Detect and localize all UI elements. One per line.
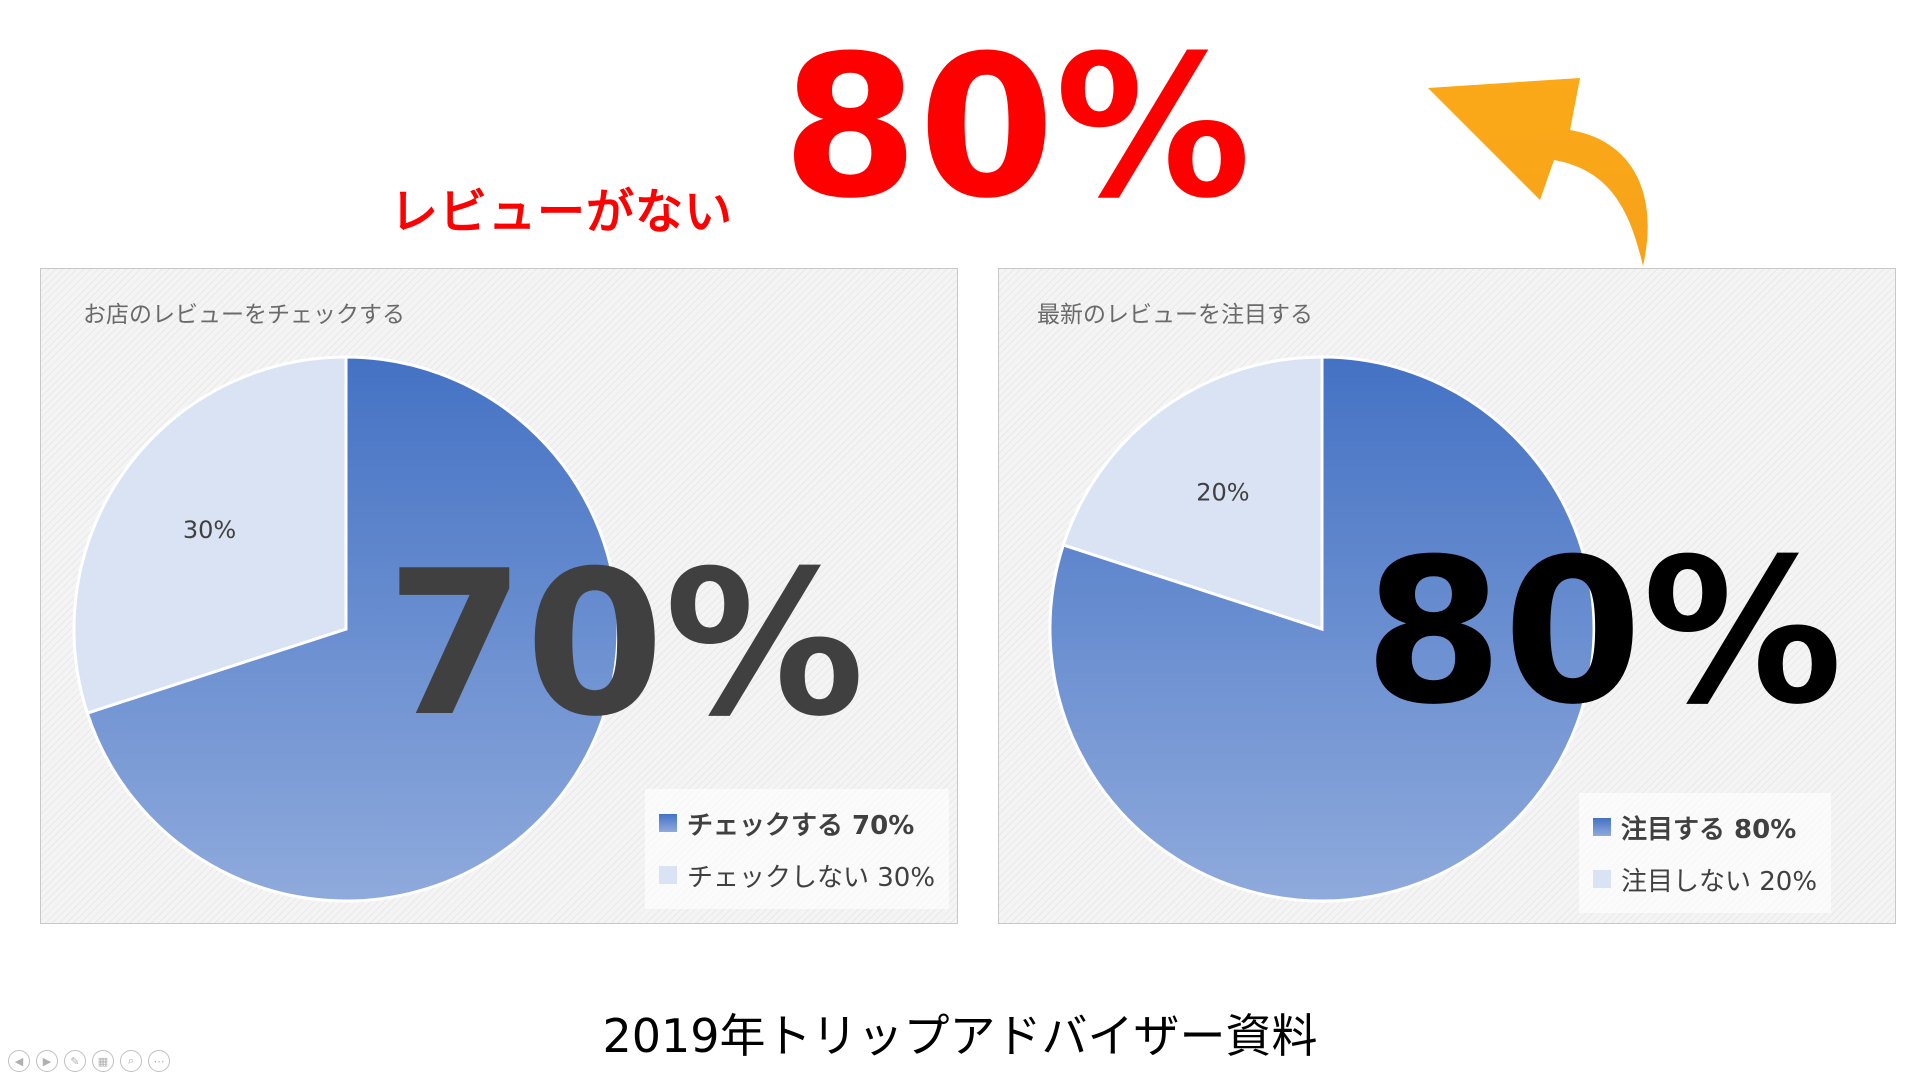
pie-data-label: 30%: [183, 516, 236, 544]
legend-label: チェックする 70%: [687, 810, 915, 841]
chart-title: お店のレビューをチェックする: [83, 302, 405, 328]
legend-swatch: [659, 814, 677, 832]
legend-label: 注目する 80%: [1621, 814, 1797, 845]
legend-swatch: [1593, 870, 1611, 888]
source-caption: 2019年トリップアドバイザー資料: [602, 1009, 1318, 1063]
pie-chart: 20%: [1048, 355, 1596, 903]
previous-icon[interactable]: ◀: [8, 1050, 30, 1072]
chart-title: 最新のレビューを注目する: [1037, 302, 1313, 328]
legend-label: 注目しない 20%: [1621, 866, 1818, 897]
pie-slice-注目する: [1048, 355, 1596, 903]
legend-label: チェックしない 30%: [687, 862, 936, 893]
chart-panel-review-check: お店のレビューをチェックする 30% 70% チェックする 70% チェックしな…: [40, 268, 958, 924]
chart-panel-latest-review: 最新のレビューを注目する 20% 80% 注目する 80% 注目しない 20%: [998, 268, 1896, 924]
legend-item: 注目する 80%: [1593, 801, 1817, 853]
headline-value: 80%: [782, 14, 1252, 242]
overlay-percentage: 70%: [386, 528, 865, 761]
overlay-percentage: 80%: [1364, 516, 1843, 749]
pen-icon[interactable]: ✎: [64, 1050, 86, 1072]
pie-slice-チェックする: [85, 355, 620, 903]
legend-swatch: [659, 866, 677, 884]
legend-item: チェックする 70%: [659, 797, 935, 849]
legend: チェックする 70% チェックしない 30%: [645, 789, 950, 909]
legend-item: チェックしない 30%: [659, 849, 935, 901]
headline-label: レビューがない: [390, 184, 734, 240]
legend-item: 注目しない 20%: [1593, 853, 1817, 905]
pie-slice-チェックしない: [72, 355, 348, 715]
curved-arrow-icon: [1428, 78, 1648, 266]
slides-icon[interactable]: ▦: [92, 1050, 114, 1072]
more-icon[interactable]: ⋯: [148, 1050, 170, 1072]
next-icon[interactable]: ▶: [36, 1050, 58, 1072]
legend-swatch: [1593, 818, 1611, 836]
pie-chart: 30%: [72, 355, 620, 903]
pie-data-label: 20%: [1196, 479, 1249, 507]
arrow-shape: [1428, 78, 1648, 266]
legend: 注目する 80% 注目しない 20%: [1579, 793, 1832, 913]
zoom-icon[interactable]: ⌕: [120, 1050, 142, 1072]
pie-slice-注目しない: [1061, 355, 1324, 632]
slide-nav-bar: ◀ ▶ ✎ ▦ ⌕ ⋯: [8, 1050, 170, 1072]
